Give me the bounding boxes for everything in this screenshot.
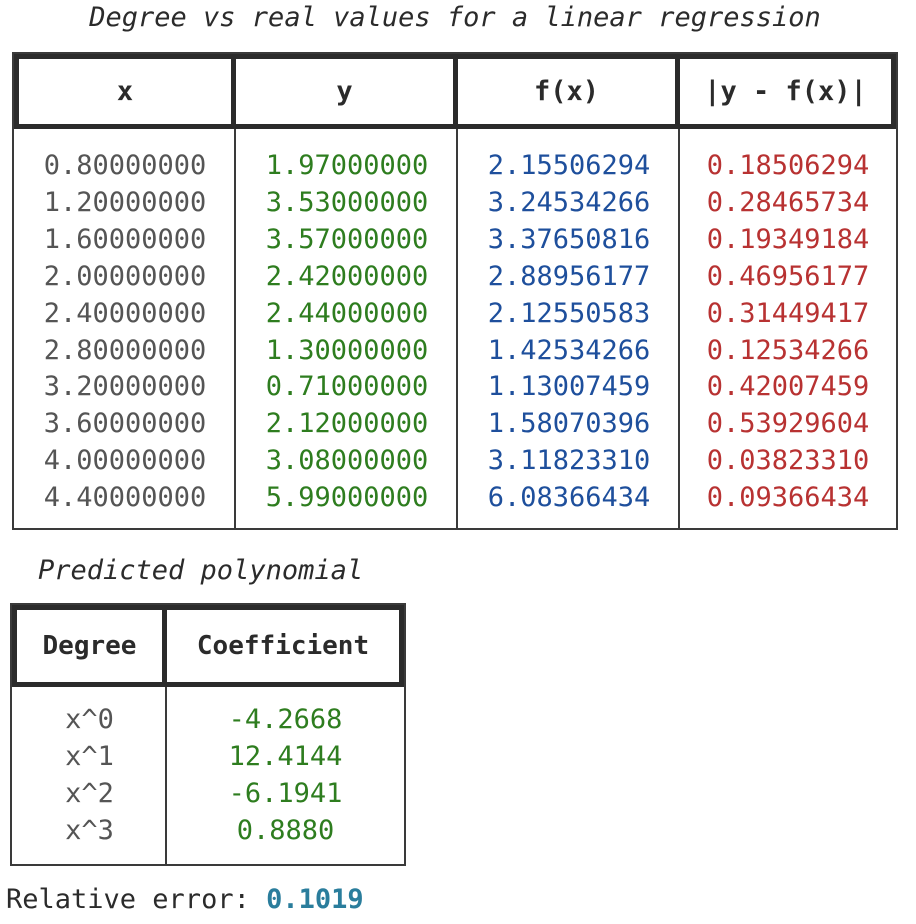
- abs-error-value: 0.09366434: [706, 482, 870, 514]
- relative-error: Relative error: 0.1019: [6, 884, 364, 915]
- abs-error-value: 0.53929604: [706, 408, 870, 440]
- y-value: 3.53000000: [265, 186, 429, 218]
- degree-value: x^2: [65, 778, 114, 809]
- y-value: 5.99000000: [265, 482, 429, 514]
- fx-value: 1.13007459: [487, 371, 651, 403]
- header-abs-error: |y - f(x)|: [680, 54, 896, 129]
- column-divider: [678, 129, 680, 528]
- y-value: 0.71000000: [265, 371, 429, 403]
- x-value: 2.40000000: [43, 297, 207, 329]
- coefficient-value: -6.1941: [228, 778, 343, 809]
- header-coefficient: Coefficient: [167, 605, 404, 687]
- fx-column: 2.15506294 3.24534266 3.37650816 2.88956177…: [458, 148, 680, 517]
- column-divider: [234, 129, 236, 528]
- x-value: 3.20000000: [43, 371, 207, 403]
- degree-value: x^3: [65, 815, 114, 846]
- x-value: 2.00000000: [43, 260, 207, 292]
- column-divider: [456, 129, 458, 528]
- polynomial-title: Predicted polynomial: [38, 555, 364, 586]
- degree-value: x^1: [65, 741, 114, 772]
- y-column: 1.97000000 3.53000000 3.57000000 2.42000000…: [236, 148, 458, 517]
- header-fx: f(x): [458, 54, 680, 129]
- polynomial-header-row: Degree Coefficient: [12, 605, 404, 687]
- x-value: 1.20000000: [43, 186, 207, 218]
- abs-error-value: 0.46956177: [706, 260, 870, 292]
- y-value: 3.08000000: [265, 445, 429, 477]
- page-title: Degree vs real values for a linear regre…: [89, 2, 821, 33]
- table-header-row: x y f(x) |y - f(x)|: [14, 54, 896, 129]
- polynomial-table: Degree Coefficient x^0 x^1 x^2 x^3 -4.2668 1…: [10, 603, 406, 866]
- regression-table: x y f(x) |y - f(x)| 0.80000000 1.20000000…: [12, 52, 898, 530]
- x-value: 2.80000000: [43, 334, 207, 366]
- y-value: 1.97000000: [265, 150, 429, 181]
- abs-error-value: 0.18506294: [706, 150, 870, 181]
- abs-error-value: 0.03823310: [706, 445, 870, 477]
- fx-value: 3.11823310: [487, 445, 651, 477]
- y-value: 2.42000000: [265, 260, 429, 292]
- column-divider: [165, 687, 167, 864]
- x-value: 1.60000000: [43, 223, 207, 255]
- relative-error-value: 0.1019: [266, 884, 364, 915]
- abs-error-value: 0.19349184: [706, 223, 870, 255]
- x-column: 0.80000000 1.20000000 1.60000000 2.00000000…: [14, 148, 236, 517]
- coefficient-value: -4.2668: [228, 704, 343, 735]
- header-y: y: [236, 54, 458, 129]
- abs-error-value: 0.12534266: [706, 334, 870, 366]
- x-value: 4.00000000: [43, 445, 207, 477]
- x-value: 0.80000000: [43, 150, 207, 181]
- y-value: 1.30000000: [265, 334, 429, 366]
- degree-value: x^0: [65, 704, 114, 735]
- fx-value: 1.58070396: [487, 408, 651, 440]
- abs-error-value: 0.42007459: [706, 371, 870, 403]
- fx-value: 2.88956177: [487, 260, 651, 292]
- abs-error-value: 0.31449417: [706, 297, 870, 329]
- y-value: 3.57000000: [265, 223, 429, 255]
- x-value: 3.60000000: [43, 408, 207, 440]
- coefficient-column: -4.2668 12.4144 -6.1941 0.8880: [167, 701, 404, 849]
- y-value: 2.44000000: [265, 297, 429, 329]
- relative-error-label: Relative error:: [6, 884, 267, 915]
- header-x: x: [14, 54, 236, 129]
- fx-value: 3.37650816: [487, 223, 651, 255]
- fx-value: 1.42534266: [487, 334, 651, 366]
- fx-value: 3.24534266: [487, 186, 651, 218]
- abs-error-value: 0.28465734: [706, 186, 870, 218]
- coefficient-value: 12.4144: [228, 741, 343, 772]
- y-value: 2.12000000: [265, 408, 429, 440]
- fx-value: 6.08366434: [487, 482, 651, 514]
- coefficient-value: 0.8880: [236, 815, 335, 846]
- x-value: 4.40000000: [43, 482, 207, 514]
- header-degree: Degree: [12, 605, 167, 687]
- abs-error-column: 0.18506294 0.28465734 0.19349184 0.46956177…: [678, 148, 898, 517]
- degree-column: x^0 x^1 x^2 x^3: [12, 701, 167, 849]
- fx-value: 2.12550583: [487, 297, 651, 329]
- fx-value: 2.15506294: [487, 150, 651, 181]
